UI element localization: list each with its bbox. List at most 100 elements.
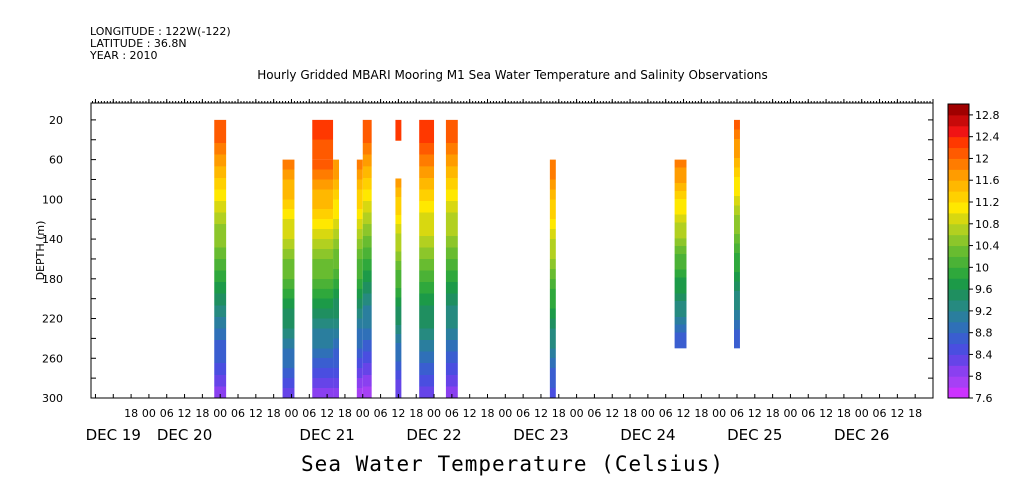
x-tick-label: 18: [338, 407, 352, 420]
x-tick-label: 12: [677, 407, 691, 420]
profile-segment: [395, 119, 402, 141]
y-axis: 20 60 100 140 180 220 260 300: [42, 114, 933, 405]
colorbar-swatch: [948, 332, 969, 345]
colorbar-label: 8.4: [975, 348, 993, 361]
x-tick-label: 12: [534, 407, 548, 420]
profile-segment: [312, 159, 334, 398]
colorbar-label: 12.8: [975, 109, 1000, 122]
x-tick-label: 06: [374, 407, 388, 420]
x-tick-label: 06: [801, 407, 815, 420]
colorbar-swatch: [948, 125, 969, 138]
colorbar-swatch: [948, 180, 969, 192]
colorbar-label: 8: [975, 370, 982, 383]
colorbar-label: 8.8: [975, 327, 993, 340]
colorbar-swatch: [948, 212, 969, 225]
colorbar-swatch: [948, 278, 969, 290]
colorbar-swatch: [948, 114, 969, 127]
colorbar-swatch: [948, 310, 969, 323]
colorbar-swatch: [948, 354, 969, 366]
profile-segment: [214, 119, 227, 398]
colorbar-swatch: [948, 289, 969, 301]
profile-segment: [445, 119, 458, 398]
x-tick-label: 12: [178, 407, 192, 420]
x-tick-label: 00: [427, 407, 441, 420]
colorbar-swatch: [948, 136, 969, 149]
x-tick-label: 00: [498, 407, 512, 420]
x-tick-label: 12: [463, 407, 477, 420]
colorbar-label: 7.6: [975, 392, 993, 405]
colorbar-swatch: [948, 191, 969, 203]
colorbar-swatch: [948, 256, 969, 268]
profile-segment: [734, 119, 740, 349]
x-tick-label: 12: [605, 407, 619, 420]
y-tick-label: 180: [42, 273, 63, 286]
x-tick-label: 18: [694, 407, 708, 420]
x-tick-label: 18: [124, 407, 138, 420]
x-day-label: DEC 22: [406, 426, 461, 444]
x-tick-label: 06: [445, 407, 459, 420]
x-tick-label: 12: [391, 407, 405, 420]
colorbar-swatch: [948, 245, 969, 257]
x-tick-label: 00: [142, 407, 156, 420]
x-day-label: DEC 24: [620, 426, 675, 444]
y-tick-label: 20: [49, 114, 63, 127]
y-tick-label: 300: [42, 392, 63, 405]
colorbar-swatch: [948, 365, 969, 377]
x-tick-label: 00: [213, 407, 227, 420]
x-tick-label: 06: [659, 407, 673, 420]
x-day-label: DEC 19: [86, 426, 141, 444]
y-axis-label: DEPTH (m): [34, 221, 47, 281]
x-day-label: DEC 20: [157, 426, 212, 444]
x-tick-label: 00: [712, 407, 726, 420]
colorbar-swatch: [948, 387, 969, 399]
colorbar-label: 10.8: [975, 218, 1000, 231]
x-tick-label: 06: [160, 407, 174, 420]
x-day-label: DEC 25: [727, 426, 782, 444]
x-tick-label: 18: [623, 407, 637, 420]
x-tick-label: 06: [516, 407, 530, 420]
x-tick-label: 00: [356, 407, 370, 420]
colorbar-swatch: [948, 169, 969, 181]
x-day-label: DEC 21: [299, 426, 354, 444]
profile-segment: [549, 159, 556, 398]
plot-frame: [90, 102, 934, 399]
x-axis: 18 00 06 12 18 00 06 12 18 00 06 12 18 00 06 12 18 00 06 12…: [86, 99, 934, 444]
profile-segment: [419, 119, 435, 398]
year-label: YEAR : 2010: [90, 49, 158, 62]
x-tick-label: 12: [249, 407, 263, 420]
profile-segment: [333, 159, 339, 398]
colorbar-label: 12: [975, 152, 989, 165]
colorbar-label: 11.2: [975, 196, 1000, 209]
x-tick-label: 12: [320, 407, 334, 420]
x-tick-label: 18: [766, 407, 780, 420]
colorbar-label: 9.6: [975, 283, 993, 296]
x-tick-label: 12: [819, 407, 833, 420]
profile-columns: [214, 119, 740, 398]
x-tick-label: 00: [641, 407, 655, 420]
x-tick-label: 06: [302, 407, 316, 420]
colorbar-label: 10.4: [975, 240, 1000, 253]
colorbar-swatch: [948, 202, 969, 214]
colorbar-swatch: [948, 158, 969, 170]
x-tick-label: 06: [231, 407, 245, 420]
x-tick-label: 12: [748, 407, 762, 420]
profile-segment: [395, 178, 402, 398]
x-tick-label: 00: [855, 407, 869, 420]
colorbar-swatch: [948, 376, 969, 388]
x-tick-label: 00: [284, 407, 298, 420]
x-tick-label: 18: [908, 407, 922, 420]
colorbar: 7.6 8 8.4 8.8 9.2 9.6 10 10.4 10.8 11.2 11.6 12 12.4…: [947, 103, 1000, 405]
x-tick-label: 12: [890, 407, 904, 420]
colorbar-label: 12.4: [975, 131, 1000, 144]
profile-segment: [362, 119, 372, 398]
x-tick-label: 00: [570, 407, 584, 420]
colorbar-swatch: [948, 267, 969, 279]
x-axis-label: Sea Water Temperature (Celsius): [301, 452, 724, 476]
colorbar-swatch: [948, 147, 969, 159]
x-tick-label: 06: [587, 407, 601, 420]
colorbar-label: 10: [975, 261, 989, 274]
x-tick-label: 18: [552, 407, 566, 420]
y-tick-label: 60: [49, 154, 63, 167]
colorbar-swatch: [948, 223, 969, 236]
x-tick-label: 06: [873, 407, 887, 420]
